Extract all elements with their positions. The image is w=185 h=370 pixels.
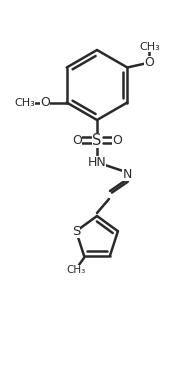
Text: CH₃: CH₃ bbox=[14, 98, 35, 108]
Text: O: O bbox=[40, 96, 50, 109]
Text: O: O bbox=[72, 134, 82, 147]
Text: S: S bbox=[72, 225, 80, 238]
Text: N: N bbox=[122, 168, 132, 181]
Text: CH₃: CH₃ bbox=[66, 265, 86, 275]
Text: HN: HN bbox=[88, 155, 106, 168]
Text: O: O bbox=[144, 56, 154, 69]
Text: S: S bbox=[92, 132, 102, 148]
Text: O: O bbox=[112, 134, 122, 147]
Text: CH₃: CH₃ bbox=[139, 41, 160, 51]
